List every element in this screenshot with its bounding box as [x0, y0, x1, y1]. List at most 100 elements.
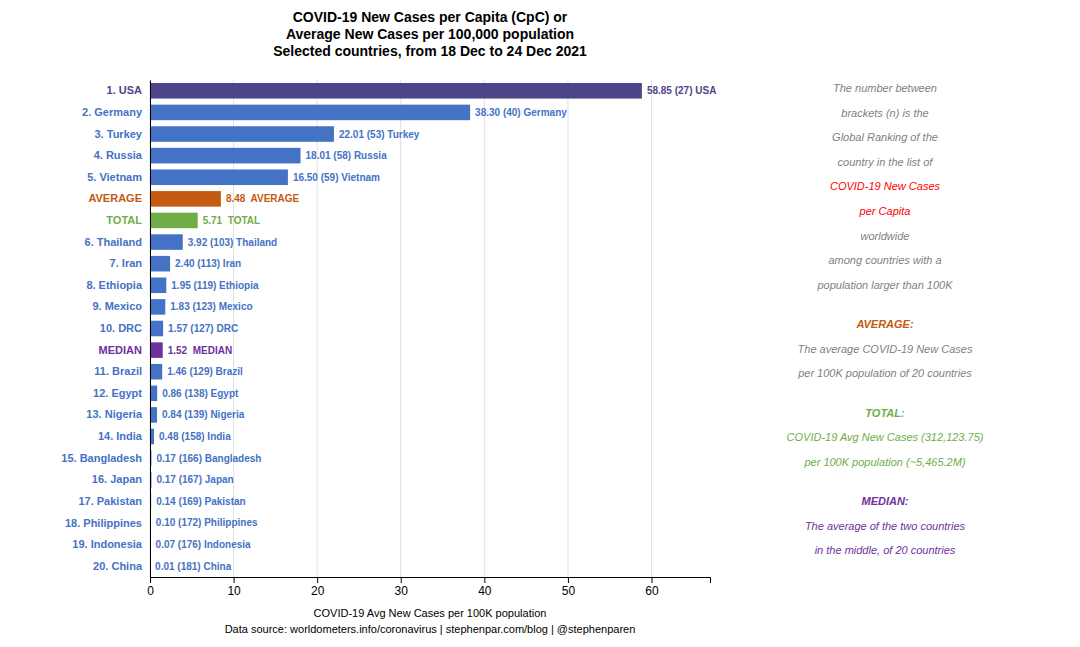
tick-mark — [317, 577, 318, 583]
data-label: 1.46 (129) Brazil — [167, 366, 243, 377]
y-tick-label: 11. Brazil — [94, 365, 142, 377]
y-tick: 4. Russia — [94, 149, 143, 161]
note-heading: AVERAGE: — [855, 318, 914, 330]
y-tick: 13. Nigeria — [86, 408, 143, 420]
y-tick: 1. USA — [107, 84, 143, 96]
note-heading: MEDIAN: — [861, 495, 908, 507]
bars — [150, 83, 642, 574]
x-tick-label: 30 — [395, 584, 409, 598]
bar — [150, 191, 221, 207]
y-tick: 9. Mexico — [92, 300, 142, 312]
tick-mark — [484, 577, 485, 583]
data-label: 0.84 (139) Nigeria — [162, 409, 245, 420]
bar — [150, 278, 166, 294]
y-tick-label: 5. Vietnam — [87, 171, 142, 183]
note-line: The average COVID-19 New Cases — [798, 343, 973, 355]
y-tick-label: 3. Turkey — [95, 128, 143, 140]
x-tick: 0 — [147, 577, 154, 598]
y-tick: 7. Iran — [110, 257, 143, 269]
bar — [150, 234, 183, 250]
bar — [150, 83, 642, 99]
title-line: COVID-19 New Cases per Capita (CpC) or — [293, 9, 568, 25]
y-tick-label: 12. Egypt — [93, 387, 142, 399]
x-axis: 0102030405060 — [147, 577, 710, 598]
y-tick: MEDIAN — [99, 344, 142, 356]
data-label: 0.01 (181) China — [155, 561, 232, 572]
x-tick-label: 40 — [478, 584, 492, 598]
note-line: country in the list of — [838, 156, 934, 168]
note-line: per 100K population (~5,465.2M) — [803, 456, 965, 468]
y-tick: 5. Vietnam — [87, 171, 142, 183]
y-tick-label: 15. Bangladesh — [61, 452, 142, 464]
y-tick: 16. Japan — [92, 473, 142, 485]
title: COVID-19 New Cases per Capita (CpC) orAv… — [273, 9, 587, 59]
bar — [150, 169, 288, 185]
data-labels: 58.85 (27) USA38.30 (40) Germany22.01 (5… — [155, 85, 716, 571]
bar — [150, 386, 157, 402]
x-tick-label: 50 — [562, 584, 576, 598]
bar — [150, 256, 170, 272]
source: Data source: worldometers.info/coronavir… — [225, 623, 636, 635]
tick-mark — [234, 577, 235, 583]
y-tick-label: 14. India — [98, 430, 143, 442]
data-label: 18.01 (58) Russia — [306, 150, 388, 161]
y-tick-label: 20. China — [93, 560, 143, 572]
y-tick-label: 1. USA — [107, 84, 143, 96]
y-tick-label: TOTAL — [106, 214, 142, 226]
y-tick: 10. DRC — [100, 322, 142, 334]
grid-line — [651, 80, 652, 577]
tick-mark — [401, 577, 402, 583]
x-tick-label: 20 — [311, 584, 325, 598]
note-line: COVID-19 Avg New Cases (312,123.75) — [787, 431, 984, 443]
y-tick-label: MEDIAN — [99, 344, 142, 356]
y-tick: 3. Turkey — [95, 128, 143, 140]
note-line: worldwide — [861, 230, 910, 242]
axis-line — [150, 81, 151, 578]
y-tick: 14. India — [98, 430, 143, 442]
data-label: 2.40 (113) Iran — [175, 258, 241, 269]
data-label: 1.95 (119) Ethiopia — [171, 280, 259, 291]
y-tick: 11. Brazil — [94, 365, 142, 377]
y-tick: 18. Philippines — [65, 516, 142, 528]
grid-line — [484, 80, 485, 577]
bar — [150, 407, 157, 423]
y-tick: 19. Indonesia — [72, 538, 143, 550]
bar — [150, 126, 334, 142]
note-line: among countries with a — [828, 254, 941, 266]
note-line: per 100K population of 20 countries — [797, 367, 972, 379]
data-label: 0.10 (172) Philippines — [156, 517, 258, 528]
x-tick-label: 0 — [147, 584, 154, 598]
axis-line — [151, 578, 711, 584]
y-tick: AVERAGE — [88, 192, 142, 204]
y-tick: 20. China — [93, 560, 143, 572]
note-line: population larger than 100K — [816, 279, 953, 291]
y-tick-label: 4. Russia — [94, 149, 143, 161]
note-line: COVID-19 New Cases — [830, 180, 941, 192]
note-heading: TOTAL: — [865, 407, 905, 419]
bar — [150, 342, 163, 358]
grid-line — [150, 80, 151, 577]
data-label: 16.50 (59) Vietnam — [293, 172, 380, 183]
data-label: 0.07 (176) Indonesia — [156, 539, 251, 550]
y-tick-label: AVERAGE — [88, 192, 142, 204]
y-axis: 1. USA 2. Germany 3. Turkey 4. Russia 5. Vie… — [61, 81, 150, 578]
bar — [150, 321, 163, 337]
x-tick: 20 — [311, 577, 325, 598]
y-tick-label: 19. Indonesia — [72, 538, 143, 550]
data-label: 0.17 (166) Bangladesh — [156, 453, 261, 464]
data-label: 0.86 (138) Egypt — [162, 388, 239, 399]
y-tick: 6. Thailand — [85, 236, 142, 248]
y-tick-label: 2. Germany — [82, 106, 143, 118]
tick-mark — [568, 577, 569, 583]
data-label: 1.83 (123) Mexico — [170, 301, 252, 312]
y-tick-label: 18. Philippines — [65, 516, 142, 528]
data-label: 1.52 MEDIAN — [168, 345, 232, 356]
note-line: The average of the two countries — [805, 520, 966, 532]
x-tick: 40 — [478, 577, 492, 598]
bar — [150, 213, 198, 229]
y-tick-label: 10. DRC — [100, 322, 142, 334]
data-label: 1.57 (127) DRC — [168, 323, 238, 334]
data-label: 0.48 (158) India — [159, 431, 231, 442]
data-label: 58.85 (27) USA — [647, 85, 716, 96]
y-tick: 15. Bangladesh — [61, 452, 142, 464]
